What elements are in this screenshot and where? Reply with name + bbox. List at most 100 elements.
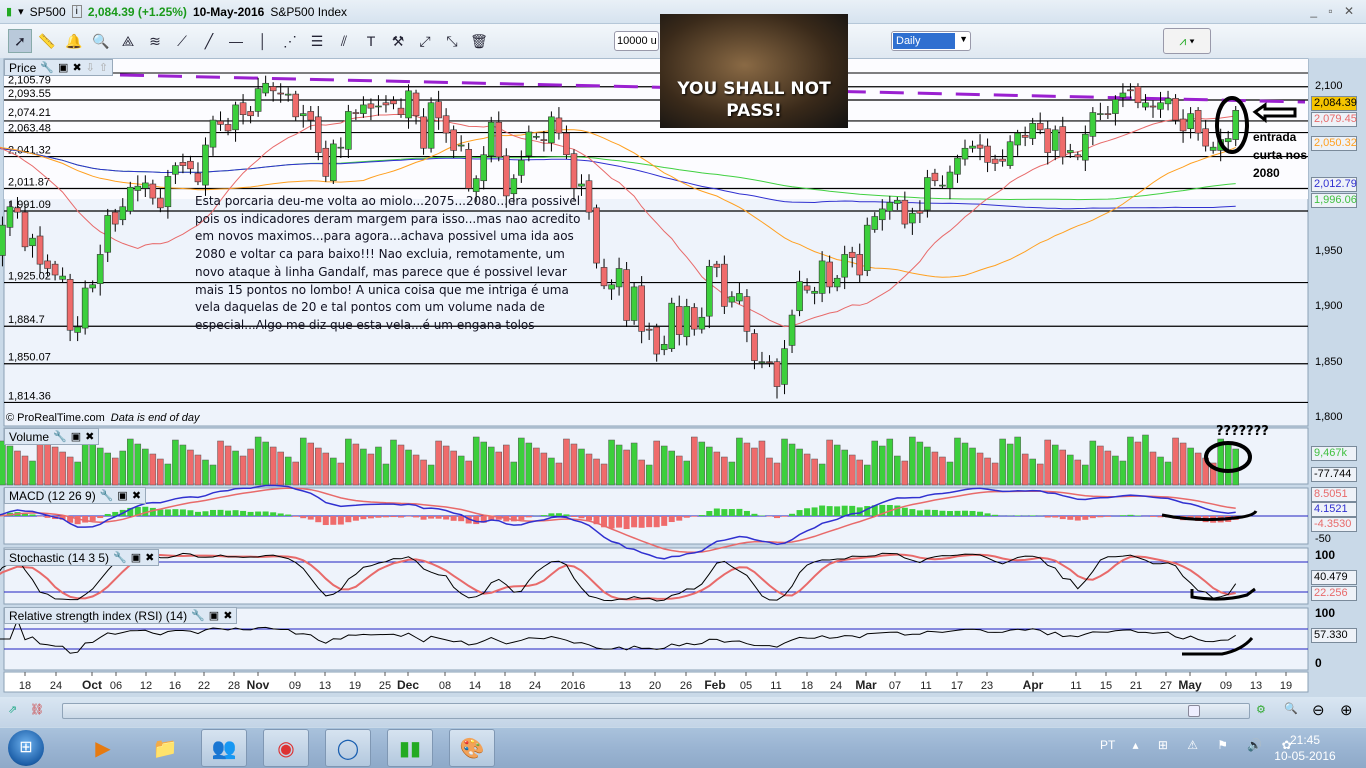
x-tick-label: 11 <box>920 680 931 692</box>
tools-icon[interactable]: ⚒ <box>391 32 405 49</box>
messenger-icon[interactable]: 👥 <box>201 729 247 767</box>
candle-body <box>954 157 961 175</box>
parallel-icon[interactable]: ⤡ <box>446 32 458 49</box>
wrench-icon[interactable]: 🔧 <box>40 62 55 74</box>
chart-settings-icon[interactable]: ⚙ <box>1256 704 1266 716</box>
point-line-icon[interactable]: ⤢ <box>419 32 431 49</box>
trash-icon[interactable]: 🗑 <box>470 32 488 49</box>
pointer-icon[interactable]: ➚ <box>8 29 32 53</box>
candle-body <box>420 116 427 149</box>
volume-bar <box>525 442 533 486</box>
channel-icon[interactable]: ≋ <box>149 32 161 49</box>
trend-channel-icon[interactable]: ⫽ <box>340 32 348 49</box>
candle <box>1209 141 1217 154</box>
candlestick-icon[interactable]: ▮ <box>6 6 13 18</box>
timeframe-select[interactable]: Daily ▼ <box>891 31 971 51</box>
close-icon[interactable]: ✖ <box>72 62 82 74</box>
candle-body <box>480 154 488 182</box>
candle-body <box>1059 126 1067 158</box>
candle-body <box>593 207 600 264</box>
zoom-in-icon[interactable]: ⊕ <box>1340 702 1353 719</box>
zoom-out-icon[interactable]: ⊖ <box>1312 702 1325 719</box>
move-up-icon[interactable]: ⇧ <box>98 62 109 74</box>
candle <box>495 111 503 162</box>
macd-histogram-bar <box>360 516 367 520</box>
symbol[interactable]: SP500 <box>29 4 66 19</box>
tray-icons[interactable]: ▴ ⊞ ⚠ ⚑ 🔊 ✿ <box>1132 738 1300 752</box>
link-candles-icon[interactable]: ⛓ <box>30 704 44 716</box>
clock[interactable]: 21:45 10-05-2016 <box>1270 732 1340 764</box>
price-pane-title: Price <box>9 60 37 75</box>
x-tick-label: 28 <box>228 680 240 692</box>
close-icon[interactable]: ✖ <box>223 610 233 622</box>
info-icon[interactable]: i <box>71 5 82 18</box>
start-button[interactable]: ⊞ <box>8 730 44 766</box>
wrench-icon[interactable]: 🔧 <box>53 431 67 443</box>
macd-histogram-bar <box>1104 516 1111 517</box>
chart-area[interactable]: 2,105.792,093.55 2,074.21 2,063.48 2,041.32… <box>0 58 1366 698</box>
candle-body <box>615 268 623 288</box>
candle-body <box>450 129 457 151</box>
symbol-dropdown-icon[interactable]: ▾ <box>18 6 24 18</box>
indicator-chart-icon: ⩘ <box>1179 34 1187 48</box>
zoom-icon[interactable]: 🔍 <box>92 32 110 49</box>
close-icon[interactable]: ✖ <box>145 552 155 564</box>
window-icon[interactable]: ▣ <box>117 490 128 502</box>
candle <box>209 115 217 156</box>
add-indicator-button[interactable]: ⩘ ▾ <box>1163 28 1211 54</box>
line-icon[interactable]: ╱ <box>204 32 214 49</box>
horizontal-line-icon[interactable]: — <box>229 33 243 49</box>
window-icon[interactable]: ▣ <box>130 552 142 564</box>
fibonacci-fan-icon[interactable]: ⟁ <box>121 32 135 49</box>
quantity-input[interactable]: 10000 u <box>614 31 659 51</box>
scrollbar-thumb[interactable] <box>1188 705 1200 717</box>
macd-histogram-bar <box>555 513 562 516</box>
candle-body <box>44 260 51 269</box>
rsi-axis-bottom: 0 <box>1315 656 1322 670</box>
media-player-icon[interactable]: ▶ <box>95 737 111 760</box>
paint-icon[interactable]: 🎨 <box>449 729 495 767</box>
close-icon[interactable]: ✖ <box>131 490 142 502</box>
move-down-icon[interactable]: ⇩ <box>85 62 95 74</box>
candle-body <box>224 124 232 132</box>
candle-body <box>894 199 901 204</box>
close-icon[interactable]: ✖ <box>85 431 95 443</box>
fibonacci-retracement-icon[interactable]: ☰ <box>310 32 324 49</box>
volume-bar <box>66 456 74 486</box>
candle-body <box>164 176 172 208</box>
wrench-icon[interactable]: 🔧 <box>113 552 127 564</box>
zoom-auto-icon[interactable]: 🔍 <box>1284 703 1298 715</box>
wrench-icon[interactable]: 🔧 <box>191 610 205 622</box>
window-icon[interactable]: ▣ <box>58 62 69 74</box>
volume-bar <box>187 449 194 486</box>
volume-bar <box>563 438 570 486</box>
macd-histogram-bar <box>1157 516 1164 518</box>
window-controls[interactable]: _ ▫ ✕ <box>1310 4 1358 18</box>
language-indicator[interactable]: PT <box>1100 738 1116 752</box>
candle-body <box>284 93 292 96</box>
window-icon[interactable]: ▣ <box>70 431 82 443</box>
vertical-line-icon[interactable]: │ <box>258 33 268 49</box>
annotation-stoch-curve <box>1190 587 1256 601</box>
candle <box>427 97 435 153</box>
wrench-icon[interactable]: 🔧 <box>99 490 114 502</box>
ma-blue-line <box>0 148 1236 210</box>
volume-bar <box>495 451 503 486</box>
chrome-icon[interactable]: ◉ <box>263 729 309 767</box>
candle <box>472 175 480 203</box>
window-icon[interactable]: ▣ <box>208 610 220 622</box>
horizontal-scrollbar[interactable] <box>62 703 1250 719</box>
volume-bar <box>848 454 856 486</box>
app-circle-icon[interactable]: ◯ <box>325 729 371 767</box>
macd-histogram-bar <box>480 516 487 523</box>
fan-icon[interactable]: ⋰ <box>283 32 297 49</box>
segment-icon[interactable]: ⟋ <box>177 32 187 49</box>
alarm-bell-icon[interactable]: 🔔 <box>65 32 83 49</box>
text-icon[interactable]: T <box>366 33 376 49</box>
export-icon[interactable]: ⇗ <box>8 704 18 716</box>
volume-bar <box>863 464 871 486</box>
ruler-icon[interactable]: 📏 <box>38 32 56 49</box>
macd-histogram-bar <box>322 516 329 526</box>
prorealtime-icon[interactable]: ▮▮ <box>387 729 433 767</box>
file-explorer-icon[interactable]: 📁 <box>152 737 178 760</box>
